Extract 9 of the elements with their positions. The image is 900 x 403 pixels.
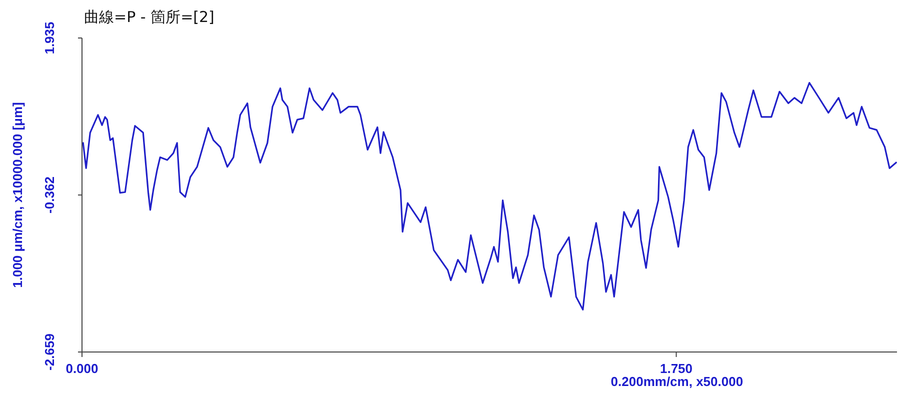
y-tick-label: 1.935 [42,22,57,54]
line-series [82,82,897,310]
x-tick-label: 0.000 [66,361,98,376]
chart-title: 曲線=P - 箇所=[2] [84,8,214,27]
y-tick-label: -2.659 [42,334,57,370]
y-axis-title: 1.000 μm/cm, x10000.000 [μm] [10,102,25,288]
x-tick-label: 1.750 [660,361,693,376]
y-tick-label: -0.362 [42,176,57,214]
x-axis-title: 0.200mm/cm, x50.000 [610,374,744,389]
